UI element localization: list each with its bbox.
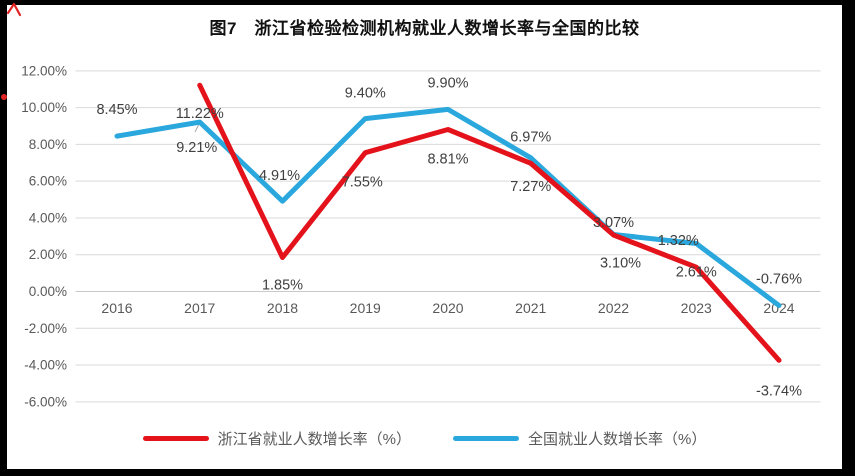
data-label: -0.76% — [756, 271, 802, 287]
legend-item-zhejiang: 浙江省就业人数增长率（%） — [142, 428, 411, 449]
x-category-label: 2022 — [598, 300, 629, 316]
national-line-swatch-icon — [453, 435, 519, 441]
data-label: -3.74% — [756, 383, 802, 399]
data-label: 9.40% — [345, 86, 386, 102]
national-line — [114, 106, 782, 308]
chart-legend: 浙江省就业人数增长率（%） 全国就业人数增长率（%） — [7, 428, 842, 448]
national-line-data-labels: 8.45% 9.21% 4.91% 9.40% 9.90% 7.27% 3.10% 2.61%… — [96, 75, 802, 287]
data-label: 9.90% — [427, 75, 468, 91]
y-tick-label: 2.00% — [29, 247, 67, 262]
y-tick-label: 6.00% — [29, 174, 67, 189]
data-label: 1.85% — [262, 277, 303, 293]
y-tick-label: 12.00% — [21, 63, 67, 78]
x-category-label: 2023 — [681, 300, 712, 316]
label-leader-line — [194, 123, 200, 133]
zhejiang-line-data-labels: 11.22% 1.85% 7.55% 8.81% 6.97% 3.07% 1.32% -3.7… — [176, 106, 802, 399]
x-category-label: 2019 — [350, 300, 381, 316]
zhejiang-line-swatch-icon — [142, 435, 209, 441]
y-tick-label: 10.00% — [21, 100, 67, 115]
y-tick-label: 8.00% — [29, 137, 67, 152]
gridlines — [75, 70, 821, 403]
x-category-label: 2018 — [267, 300, 298, 316]
scan-frame-right — [842, 0, 855, 476]
data-label: 4.91% — [259, 168, 300, 184]
legend-label-national: 全国就业人数增长率（%） — [528, 430, 707, 448]
data-label: 6.97% — [510, 129, 551, 145]
scan-frame-top — [0, 0, 855, 5]
red-pen-mark-top-left — [6, 2, 22, 17]
y-tick-label: -6.00% — [24, 394, 67, 409]
y-tick-label: 0.00% — [29, 284, 67, 299]
chart-title: 图7 浙江省检验检测机构就业人数增长率与全国的比较 — [209, 19, 640, 38]
data-label: 8.45% — [96, 102, 137, 118]
legend-item-national: 全国就业人数增长率（%） — [453, 428, 706, 449]
data-label: 8.81% — [427, 151, 468, 167]
y-tick-label: 4.00% — [29, 210, 67, 225]
data-label: 3.10% — [600, 255, 641, 271]
y-axis-tick-labels: 12.00% 10.00% 8.00% 6.00% 4.00% 2.00% 0.00% -2.… — [21, 63, 67, 409]
red-pen-mark-left-edge — [1, 94, 7, 100]
data-label: 1.32% — [658, 233, 699, 249]
x-category-label: 2021 — [515, 300, 546, 316]
data-label: 7.55% — [342, 175, 383, 191]
data-label: 11.22% — [176, 106, 224, 122]
y-tick-label: -2.00% — [24, 321, 67, 336]
zhejiang-line — [197, 82, 782, 363]
x-category-label: 2020 — [432, 300, 463, 316]
scan-frame-bottom — [0, 469, 855, 476]
y-tick-label: -4.00% — [24, 358, 67, 373]
data-label: 3.07% — [593, 215, 634, 231]
x-axis-category-labels: 2016 2017 2018 2019 2020 2021 2022 2023 2024 — [101, 300, 794, 316]
data-label: 7.27% — [510, 179, 551, 195]
data-label: 2.61% — [676, 265, 717, 281]
x-category-label: 2024 — [763, 300, 794, 316]
x-category-label: 2016 — [101, 300, 132, 316]
legend-label-zhejiang: 浙江省就业人数增长率（%） — [217, 430, 411, 448]
x-category-label: 2017 — [184, 300, 215, 316]
data-label: 9.21% — [176, 140, 217, 156]
scan-frame-left — [0, 0, 7, 476]
